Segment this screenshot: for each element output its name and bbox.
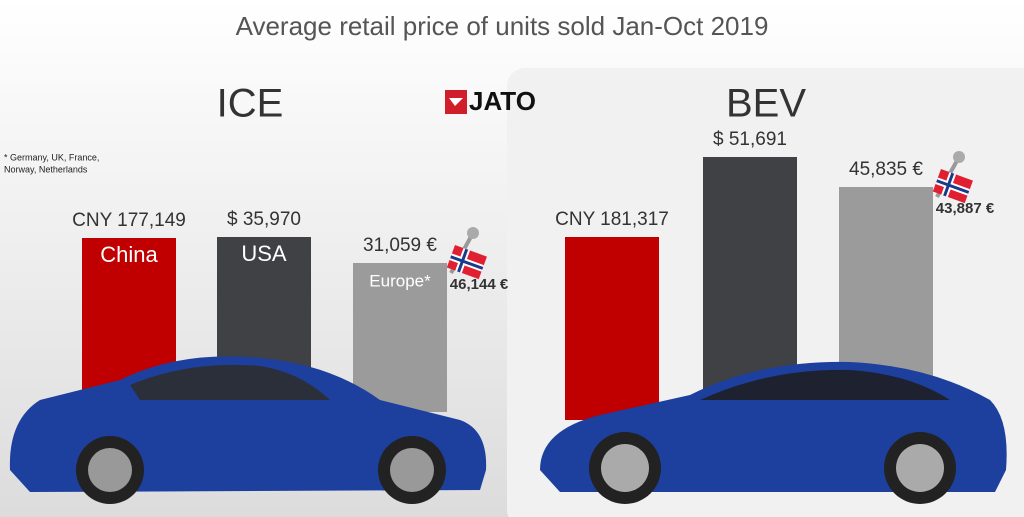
flag-cross [450, 255, 484, 270]
flag-pin [467, 227, 479, 239]
bar [565, 237, 659, 420]
price-label: $ 51,691 [713, 129, 787, 150]
norway-price: 46,144 € [450, 276, 509, 293]
norway-flag [932, 169, 973, 204]
flag-pin [953, 151, 965, 163]
car-window [130, 364, 330, 400]
logo-arrow [449, 98, 463, 106]
logo-text: JATO [469, 86, 536, 116]
rim [88, 448, 132, 492]
car-ice [9, 356, 487, 504]
car-bev [540, 361, 1007, 504]
price-label: CNY 177,149 [72, 210, 186, 231]
car-window [700, 369, 950, 400]
flag-cross [936, 179, 970, 194]
rim [390, 448, 434, 492]
title: Average retail price of units sold Jan-O… [236, 11, 769, 41]
norway-price: 43,887 € [936, 200, 995, 217]
logo: JATO [445, 86, 536, 116]
footnote: Norway, Netherlands [4, 164, 88, 174]
heading: ICE [217, 82, 284, 126]
region-label: China [100, 242, 158, 267]
rim [601, 444, 649, 492]
footnote: * Germany, UK, France, [4, 152, 99, 162]
price-label: CNY 181,317 [555, 209, 669, 230]
rim [896, 444, 944, 492]
price-label: $ 35,970 [227, 209, 301, 230]
region-label: Europe* [369, 271, 431, 290]
price-label: 31,059 € [363, 235, 437, 256]
heading: BEV [726, 82, 806, 126]
bar [353, 263, 447, 412]
norway-flag [446, 245, 487, 280]
price-label: 45,835 € [849, 159, 923, 180]
region-label: USA [241, 241, 287, 266]
